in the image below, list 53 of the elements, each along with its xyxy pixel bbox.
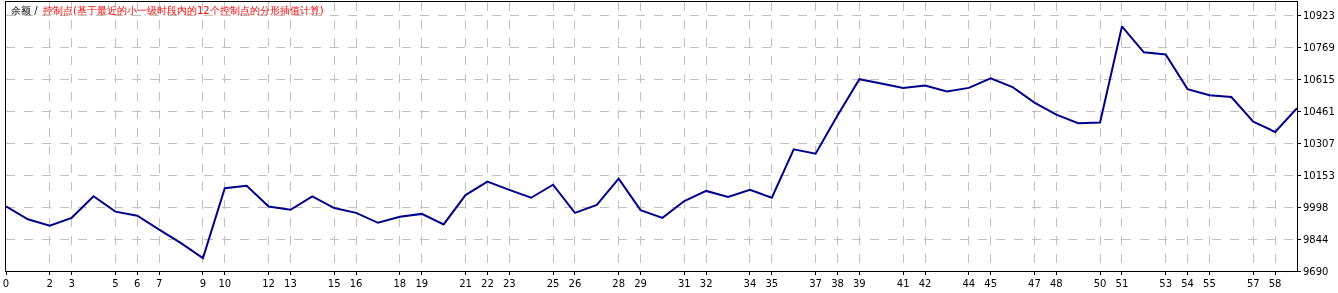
x-tick-label: 34 (743, 278, 757, 289)
x-tick-label: 37 (809, 278, 822, 289)
x-tick-label: 57 (1246, 278, 1260, 289)
x-tick-label: 54 (1181, 278, 1194, 289)
x-tick-label: 22 (481, 278, 494, 289)
x-tick-label: 38 (831, 278, 844, 289)
x-tick-label: 19 (415, 278, 429, 289)
chart-title: 余额 / (11, 5, 39, 16)
x-tick-label: 23 (502, 278, 516, 289)
x-tick-label: 2 (46, 278, 53, 289)
y-tick-label: 10769 (1303, 42, 1335, 54)
x-tick-label: 13 (284, 278, 297, 289)
y-tick-label: 9998 (1303, 201, 1329, 213)
x-tick-label: 15 (327, 278, 341, 289)
y-tick-label: 9690 (1303, 265, 1329, 277)
x-tick-label: 3 (68, 278, 75, 289)
x-tick-label: 25 (546, 278, 560, 289)
y-tick-label: 10923 (1303, 10, 1335, 22)
x-tick-label: 45 (984, 278, 998, 289)
x-tick-label: 28 (612, 278, 626, 289)
x-tick-label: 21 (459, 278, 472, 289)
x-tick-label: 29 (634, 278, 647, 289)
x-tick-label: 39 (853, 278, 866, 289)
y-tick-label: 10153 (1303, 169, 1335, 181)
chart-subtitle: 控制点(基于最近的小一级时段内的12个控制点的分形插值计算) (43, 5, 324, 16)
x-tick-label: 51 (1115, 278, 1129, 289)
line-series (6, 25, 1297, 260)
x-tick-label: 42 (918, 278, 932, 289)
x-tick-label: 48 (1049, 278, 1063, 289)
x-tick-label: 55 (1203, 278, 1216, 289)
x-tick-label: 32 (699, 278, 713, 289)
x-tick-label: 16 (349, 278, 363, 289)
y-tick-label: 10615 (1303, 74, 1335, 86)
y-tick-label: 9844 (1303, 233, 1329, 245)
x-tick-label: 50 (1093, 278, 1107, 289)
x-tick-label: 12 (262, 278, 275, 289)
x-tick-label: 10 (218, 278, 232, 289)
x-tick-label: 53 (1159, 278, 1173, 289)
x-tick-label: 31 (677, 278, 691, 289)
x-tick-label: 44 (962, 278, 976, 289)
x-tick-label: 18 (393, 278, 407, 289)
y-tick-label: 10307 (1303, 137, 1335, 149)
x-tick-label: 35 (765, 278, 779, 289)
x-tick-label: 7 (155, 278, 163, 289)
x-tick-label: 6 (134, 278, 141, 289)
x-tick-label: 41 (896, 278, 910, 289)
y-tick-label: 10461 (1303, 105, 1335, 117)
x-tick-label: 58 (1268, 278, 1282, 289)
x-tick-label: 5 (112, 278, 119, 289)
x-tick-label: 0 (2, 278, 10, 289)
x-tick-label: 26 (568, 278, 582, 289)
x-tick-label: 9 (199, 278, 207, 289)
x-tick-label: 47 (1028, 278, 1041, 289)
